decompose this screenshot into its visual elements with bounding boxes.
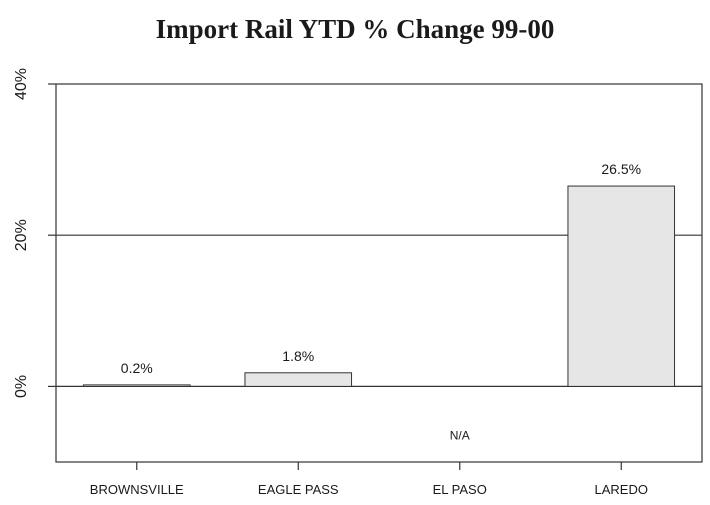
x-tick-label: BROWNSVILLE (90, 482, 184, 497)
y-tick-label: 40% (13, 68, 30, 100)
x-tick-label: LAREDO (595, 482, 648, 497)
data-label: N/A (450, 428, 470, 442)
y-tick-label: 20% (13, 219, 30, 251)
data-label: 26.5% (601, 161, 641, 177)
chart-title: Import Rail YTD % Change 99-00 (156, 14, 555, 44)
plot-area: 0% 20% 40% BROWNSVILLE 0.2% EAGLE PASS 1.8% EL … (13, 68, 703, 497)
data-label: 1.8% (282, 348, 314, 364)
plot-frame (55, 83, 703, 463)
data-label: 0.2% (121, 360, 153, 376)
bar (82, 384, 191, 387)
bar (244, 372, 353, 387)
bar (567, 185, 676, 387)
x-tick-label: EL PASO (433, 482, 487, 497)
x-tick-label: EAGLE PASS (258, 482, 339, 497)
y-tick-label: 0% (13, 375, 30, 398)
